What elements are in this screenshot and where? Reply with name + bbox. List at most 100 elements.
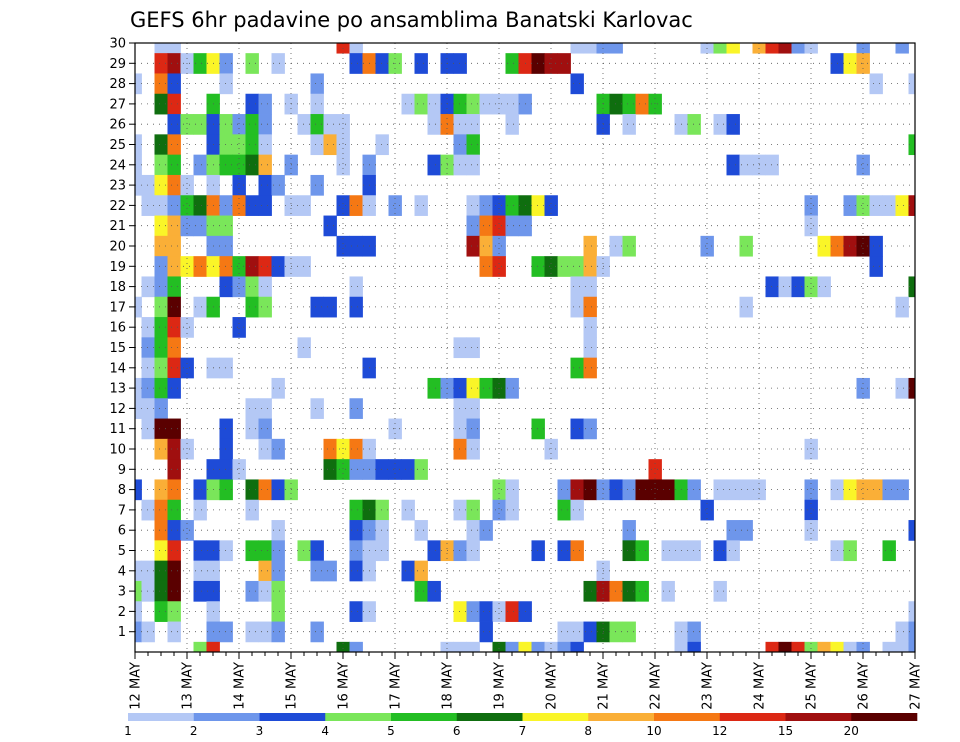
heatmap-cell	[908, 276, 916, 298]
heatmap-cell	[154, 560, 168, 582]
heatmap-cell	[154, 601, 168, 622]
heatmap-cell	[453, 134, 467, 156]
heatmap-cell	[258, 134, 272, 156]
heatmap-cell	[453, 377, 467, 399]
heatmap-cell	[167, 43, 181, 54]
heatmap-cell	[135, 134, 142, 156]
y-tick-label: 22	[109, 199, 126, 214]
heatmap-cell	[219, 53, 233, 74]
heatmap-cell	[349, 438, 363, 460]
heatmap-cell	[232, 459, 246, 480]
heatmap-cell	[135, 601, 142, 622]
heatmap-cell	[310, 540, 324, 562]
heatmap-cell	[583, 235, 597, 257]
heatmap-cell	[349, 195, 363, 216]
y-tick-label: 2	[118, 605, 126, 620]
heatmap-cell	[466, 235, 480, 257]
heatmap-cell	[804, 641, 818, 653]
heatmap-cell	[375, 520, 389, 541]
heatmap-cell	[492, 479, 506, 501]
heatmap-cell	[258, 93, 272, 115]
heatmap-cell	[180, 195, 194, 216]
heatmap-cell	[726, 43, 740, 54]
heatmap-cell	[219, 154, 233, 176]
heatmap-cell	[297, 195, 311, 216]
heatmap-cell	[154, 580, 168, 602]
heatmap-cell	[336, 134, 350, 156]
heatmap-cell	[193, 499, 207, 521]
heatmap-cell	[401, 560, 415, 582]
heatmap-cell	[453, 499, 467, 521]
heatmap-cell	[466, 540, 480, 562]
heatmap-cell	[141, 499, 155, 521]
heatmap-cell	[687, 621, 701, 643]
heatmap-cell	[349, 560, 363, 582]
x-tick-label: 27 MAY	[909, 662, 924, 710]
heatmap-cell	[505, 499, 519, 521]
heatmap-cell	[141, 621, 155, 643]
heatmap-cell	[531, 641, 545, 653]
heatmap-cell	[453, 337, 467, 359]
heatmap-cell	[895, 641, 909, 653]
heatmap-cell	[154, 235, 168, 257]
heatmap-cell	[167, 520, 181, 541]
heatmap-cell	[492, 235, 506, 257]
heatmap-cell	[167, 601, 181, 622]
heatmap-cell	[570, 499, 584, 521]
heatmap-cell	[791, 276, 805, 298]
heatmap-cell	[180, 256, 194, 277]
heatmap-cell	[648, 459, 662, 480]
heatmap-cell	[479, 601, 493, 622]
heatmap-cell	[310, 560, 324, 582]
heatmap-cell	[167, 560, 181, 582]
heatmap-cell	[310, 296, 324, 318]
heatmap-cell	[219, 256, 233, 277]
heatmap-cell	[323, 134, 337, 156]
heatmap-cell	[895, 195, 909, 216]
heatmap-cell	[219, 195, 233, 216]
heatmap-cell	[180, 114, 194, 135]
heatmap-cell	[609, 479, 623, 501]
colorbar-label: 6	[453, 724, 461, 738]
colorbar-label: 4	[321, 724, 329, 738]
heatmap-cell	[310, 174, 324, 196]
heatmap-cell	[674, 641, 688, 653]
heatmap-cell	[635, 479, 649, 501]
chart-title: GEFS 6hr padavine po ansamblima Banatski…	[130, 8, 693, 32]
heatmap-cell	[466, 418, 480, 440]
heatmap-cell	[232, 317, 246, 338]
heatmap-cell	[349, 53, 363, 74]
heatmap-cell	[622, 235, 636, 257]
heatmap-cell	[141, 377, 155, 399]
y-tick-label: 7	[118, 503, 126, 518]
heatmap-cell	[869, 195, 883, 216]
heatmap-cell	[336, 195, 350, 216]
heatmap-cell	[843, 235, 857, 257]
heatmap-cell	[154, 215, 168, 237]
heatmap-cell	[135, 377, 142, 399]
x-tick-label: 22 MAY	[649, 662, 664, 710]
heatmap-cell	[778, 43, 792, 54]
heatmap-cell	[154, 154, 168, 176]
heatmap-cell	[167, 174, 181, 196]
heatmap-cell	[258, 560, 272, 582]
colorbar-label: 15	[778, 724, 793, 738]
heatmap-cell	[167, 154, 181, 176]
y-tick-label: 3	[118, 585, 126, 600]
heatmap-cell	[349, 601, 363, 622]
heatmap-cell	[505, 195, 519, 216]
heatmap-cell	[570, 73, 584, 95]
heatmap-cell	[271, 174, 285, 196]
heatmap-cell	[154, 337, 168, 359]
heatmap-cell	[271, 621, 285, 643]
heatmap-cell	[245, 93, 259, 115]
heatmap-cell	[726, 479, 740, 501]
heatmap-cell	[388, 195, 402, 216]
colorbar-swatch	[785, 713, 852, 721]
heatmap-cell	[167, 215, 181, 237]
heatmap-cell	[258, 114, 272, 135]
heatmap-cells	[135, 43, 916, 653]
colorbar-swatch	[128, 713, 195, 721]
heatmap-cell	[310, 621, 324, 643]
heatmap-cell	[206, 641, 220, 653]
